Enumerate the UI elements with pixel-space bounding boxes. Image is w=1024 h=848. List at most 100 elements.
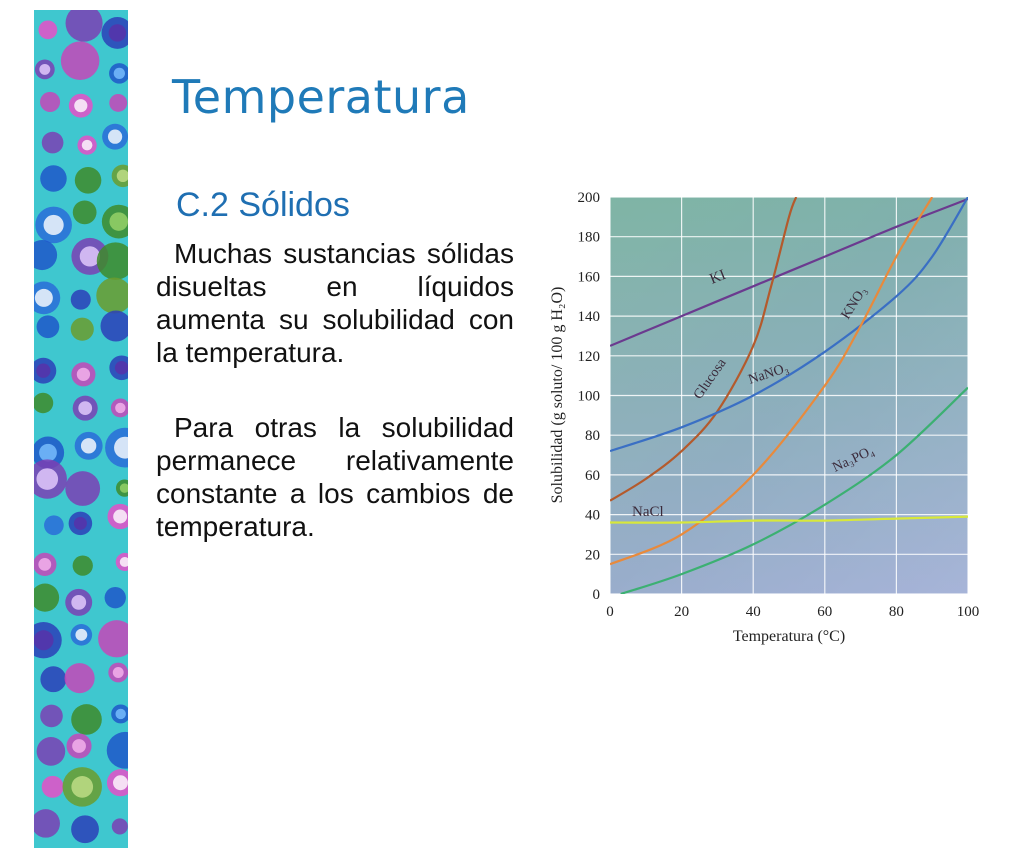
y-tick-label: 80 [585, 428, 600, 444]
decor-dot [66, 733, 92, 759]
y-tick-label: 160 [578, 269, 601, 285]
decor-dot [71, 815, 99, 844]
decor-dot [34, 809, 60, 838]
decor-dot [72, 395, 98, 421]
decor-dot [96, 242, 128, 280]
decor-dot [68, 511, 93, 536]
series-label-ki: KI [708, 267, 729, 288]
x-tick-label: 20 [674, 604, 689, 620]
series-line-glucosa [610, 197, 798, 502]
decor-dot [44, 515, 64, 536]
solubility-chart: KI Glucosa NaNO₃ KNO₃ Na₃PO₄ NaCl 020406… [549, 190, 979, 645]
x-tick-label: 60 [817, 604, 832, 620]
decor-dot [34, 392, 54, 414]
decor-dot [111, 164, 128, 188]
decor-dot [64, 663, 95, 694]
series-line-nano [610, 197, 968, 453]
decor-dot [38, 20, 58, 40]
decor-dot [62, 767, 102, 807]
decor-dot [108, 662, 128, 683]
decor-dot [72, 200, 97, 225]
decor-dot [34, 621, 62, 659]
decor-dot [34, 59, 55, 80]
decor-dot [40, 165, 67, 192]
decor-dot [41, 775, 64, 798]
decor-dot [102, 123, 128, 150]
decor-dot [115, 552, 128, 571]
decor-dot [104, 586, 126, 609]
y-axis-label: Solubilidad (g soluto/ 100 g H₂O) [549, 287, 566, 504]
y-tick-label: 200 [578, 190, 601, 206]
y-tick-label: 60 [585, 468, 600, 484]
y-tick-label: 140 [578, 309, 601, 325]
y-axis-ticks: 0 20 40 60 80 100 120 140 160 180 200 [578, 190, 601, 603]
decor-dot [74, 431, 103, 460]
y-tick-label: 100 [578, 389, 601, 405]
decor-dot [101, 17, 128, 49]
decor-dot [34, 459, 67, 499]
decor-dot [65, 471, 101, 506]
decor-dot [109, 93, 128, 112]
decor-dot [41, 131, 64, 154]
decor-dot [60, 41, 100, 80]
x-tick-label: 40 [746, 604, 761, 620]
decor-dot [100, 310, 128, 342]
decor-dot [40, 666, 67, 693]
series-lines [610, 197, 968, 594]
decor-dot [111, 818, 128, 835]
decor-dot [77, 135, 97, 155]
decor-dot [106, 769, 128, 797]
series-line-nacl [610, 515, 968, 524]
gridlines [609, 196, 969, 595]
decor-dot [109, 63, 128, 84]
decor-dot [36, 315, 60, 339]
decor-dot [115, 479, 128, 497]
y-tick-label: 120 [578, 349, 601, 365]
x-axis-label: Temperatura (°C) [733, 628, 845, 645]
decor-dot [105, 427, 128, 468]
y-tick-label: 180 [578, 230, 601, 246]
decor-dot [34, 240, 58, 271]
decor-dot [36, 737, 66, 766]
y-tick-label: 40 [585, 508, 600, 524]
body-paragraph-1: Muchas sustancias sólidas disueltas en l… [156, 238, 514, 368]
decor-dot [107, 503, 128, 530]
decor-dot [40, 91, 61, 112]
y-tick-label: 20 [585, 547, 600, 563]
decor-dot [106, 731, 128, 769]
x-tick-label: 100 [957, 604, 980, 620]
slide-subtitle: C.2 Sólidos [176, 186, 350, 224]
decor-dot [68, 93, 93, 118]
decor-dot [34, 552, 57, 577]
decorative-dot-strip [34, 10, 128, 848]
slide-title: Temperatura [172, 70, 470, 124]
series-label-nacl: NaCl [632, 504, 664, 520]
polka-dot-pattern [34, 10, 128, 844]
y-tick-label: 0 [593, 587, 601, 603]
decor-dot [71, 704, 102, 735]
decor-dot [35, 206, 72, 244]
decor-dot [70, 289, 91, 310]
decor-dot [98, 620, 128, 658]
decor-dot [34, 281, 61, 315]
decor-dot [40, 704, 63, 728]
body-paragraph-2: Para otras la solubilidad permanece rela… [156, 412, 514, 542]
decor-dot [109, 355, 128, 381]
decor-dot [101, 204, 128, 239]
decor-dot [65, 588, 93, 616]
x-tick-label: 80 [889, 604, 904, 620]
x-axis-ticks: 0 20 40 60 80 100 [606, 604, 979, 620]
decor-dot [111, 704, 128, 724]
decor-dot [70, 317, 94, 341]
series-line-ki [610, 197, 968, 347]
decor-dot [71, 362, 96, 387]
decor-dot [34, 357, 57, 384]
decor-dot [72, 555, 93, 576]
decor-dot [34, 583, 60, 612]
decor-dot [110, 398, 128, 418]
series-line-kno [610, 197, 934, 566]
decor-dot [74, 167, 102, 194]
series-line-napo [620, 386, 968, 594]
x-tick-label: 0 [606, 604, 614, 620]
decor-dot [65, 10, 103, 42]
